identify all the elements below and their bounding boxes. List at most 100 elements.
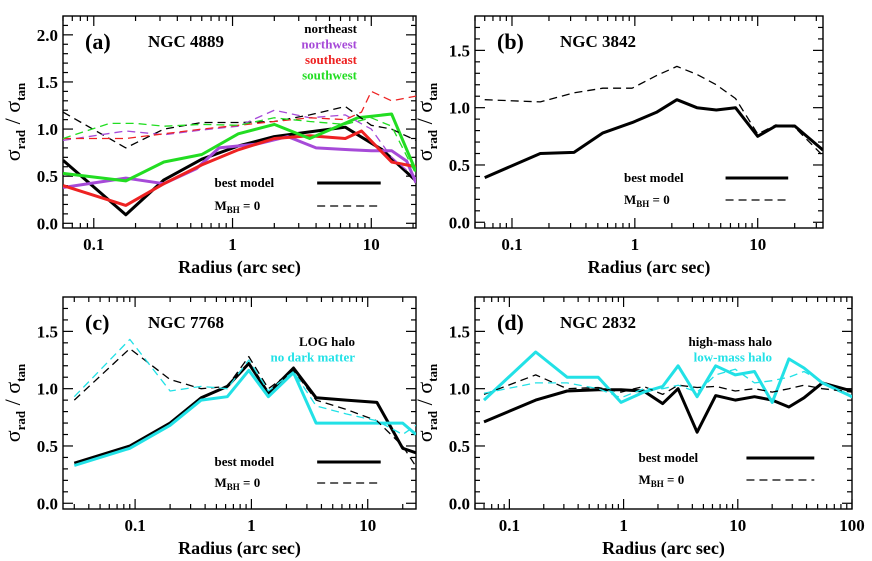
x-axis-label: Radius (arc sec) <box>178 257 301 278</box>
legend-entry: southwest <box>302 68 358 83</box>
y-axis-label: σrad / σtan <box>412 363 440 442</box>
best-model-label: best model <box>215 454 275 469</box>
x-axis-label: Radius (arc sec) <box>602 538 725 559</box>
x-tick-label: 0.1 <box>501 235 522 254</box>
series-line-m-bh-0-dashed <box>484 65 823 157</box>
y-tick-label: 0.5 <box>449 437 470 456</box>
panel-label: (b) <box>497 29 524 54</box>
x-tick-label: 10 <box>359 516 376 535</box>
best-model-label: best model <box>639 450 699 465</box>
y-label-sigma: σ <box>412 149 437 161</box>
y-label-sub-rad: rad <box>425 410 440 430</box>
mbh-sub: BH <box>227 205 240 215</box>
y-label-sub-tan: tan <box>425 82 440 101</box>
x-tick-label: 100 <box>839 516 865 535</box>
y-axis-label: σrad / σtan <box>0 82 28 161</box>
y-tick-label: 0.0 <box>449 494 470 513</box>
y-tick-label: 1.0 <box>37 380 58 399</box>
mbh-zero-label: MBH = 0 <box>215 198 261 215</box>
y-label-sigma: σ <box>412 382 437 394</box>
y-label-slash: / <box>412 394 437 411</box>
y-label-sub-rad: rad <box>13 410 28 430</box>
mbh-eq: = 0 <box>240 198 260 213</box>
x-axis-label: Radius (arc sec) <box>178 538 301 559</box>
legend-entry: southeast <box>305 52 358 67</box>
legend-entry: LOG halo <box>299 334 355 349</box>
y-tick-label: 1.0 <box>449 99 470 118</box>
panel-label: (d) <box>497 310 524 335</box>
series-line-northwest-dashed <box>63 109 416 179</box>
y-label-slash: / <box>0 394 25 411</box>
y-label-sub-rad: rad <box>425 129 440 149</box>
x-tick-label: 10 <box>729 516 746 535</box>
y-label-slash: / <box>412 113 437 130</box>
y-label-sigma: σ <box>412 430 437 442</box>
y-label-sigma: σ <box>412 101 437 113</box>
panel-title: NGC 4889 <box>148 32 224 51</box>
series-line-high-mass-halo-dashed <box>483 374 852 396</box>
panel-title: NGC 2832 <box>560 313 636 332</box>
series-line-no-dark-matter-dashed <box>73 338 416 436</box>
y-tick-label: 1.0 <box>449 380 470 399</box>
x-axis-label: Radius (arc sec) <box>588 257 711 278</box>
y-label-slash: / <box>0 113 25 130</box>
y-label-sigma: σ <box>0 382 25 394</box>
x-tick-label: 0.1 <box>124 516 145 535</box>
y-label-sigma: σ <box>0 430 25 442</box>
y-tick-label: 1.0 <box>37 120 58 139</box>
y-tick-label: 1.5 <box>449 41 470 60</box>
panel-title: NGC 7768 <box>148 313 224 332</box>
mbh-eq: = 0 <box>664 472 684 487</box>
plot-frame <box>474 296 853 510</box>
y-label-sigma: σ <box>0 101 25 113</box>
series-group <box>73 338 416 467</box>
mbh-m: M <box>639 472 651 487</box>
series-group <box>484 65 823 179</box>
y-label-sigma: σ <box>0 149 25 161</box>
series-line-southwest-solid <box>63 112 416 183</box>
x-tick-label: 0.1 <box>83 235 104 254</box>
series-line-best-model-solid <box>484 98 823 179</box>
y-tick-label: 1.5 <box>37 322 58 341</box>
legend-entry: low-mass halo <box>694 350 772 365</box>
series-line-low-mass-halo-solid <box>482 350 852 404</box>
y-tick-label: 1.5 <box>449 322 470 341</box>
x-tick-label: 1 <box>228 235 237 254</box>
mbh-m: M <box>215 198 227 213</box>
y-label-sub-tan: tan <box>13 363 28 382</box>
best-model-label: best model <box>624 170 684 185</box>
series-line-southeast-dashed <box>63 90 416 140</box>
mbh-zero-label: MBH = 0 <box>624 192 670 209</box>
y-tick-label: 0.5 <box>37 167 58 186</box>
y-axis-label: σrad / σtan <box>0 363 28 442</box>
series-line-no-dark-matter-solid <box>73 368 416 467</box>
series-group <box>482 350 852 434</box>
x-tick-label: 10 <box>363 235 380 254</box>
panel-title: NGC 3842 <box>560 32 636 51</box>
series-group <box>63 90 416 217</box>
y-label-sub-tan: tan <box>13 82 28 101</box>
y-label-sub-rad: rad <box>13 129 28 149</box>
mbh-m: M <box>624 192 636 207</box>
best-model-label: best model <box>215 175 275 190</box>
y-tick-label: 2.0 <box>37 26 58 45</box>
series-line-low-mass-halo-dashed <box>483 368 852 399</box>
legend-entry: northwest <box>301 37 357 52</box>
mbh-zero-label: MBH = 0 <box>215 475 261 492</box>
series-line-southeast-solid <box>63 129 416 207</box>
plot-frame <box>62 15 417 229</box>
y-tick-label: 0.0 <box>37 214 58 233</box>
legend-entry: northeast <box>304 21 357 36</box>
x-tick-label: 0.1 <box>499 516 520 535</box>
mbh-sub: BH <box>636 199 649 209</box>
mbh-sub: BH <box>227 482 240 492</box>
y-axis-label: σrad / σtan <box>412 82 440 161</box>
mbh-eq: = 0 <box>649 192 669 207</box>
x-tick-label: 1 <box>619 516 628 535</box>
series-line-northeast-dashed <box>63 105 416 149</box>
